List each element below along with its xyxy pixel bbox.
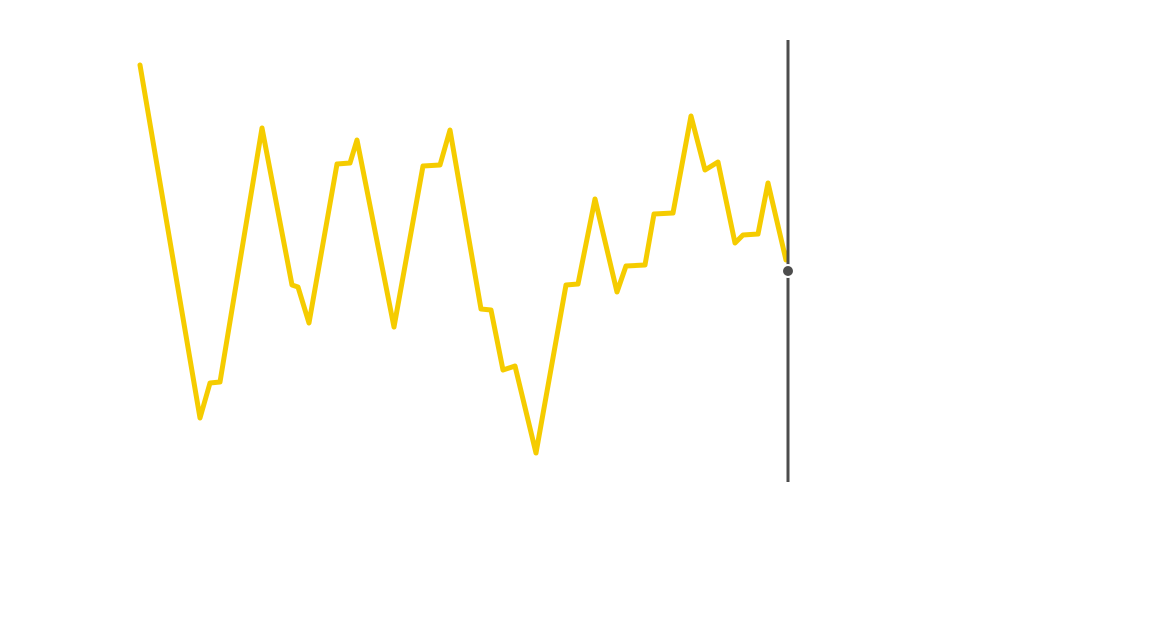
- data-line: [137, 62, 789, 456]
- cursor-dot: [781, 264, 795, 278]
